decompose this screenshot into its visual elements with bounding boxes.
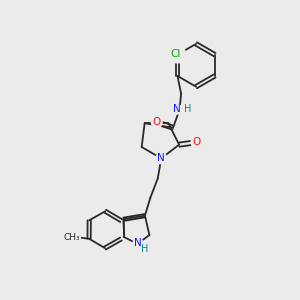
Text: N: N <box>173 104 181 114</box>
Circle shape <box>133 238 143 249</box>
Text: Cl: Cl <box>171 49 181 59</box>
Circle shape <box>152 117 162 128</box>
Text: N: N <box>134 238 142 248</box>
Circle shape <box>172 104 182 114</box>
Circle shape <box>64 229 80 246</box>
Text: O: O <box>152 117 160 128</box>
Text: O: O <box>193 137 201 147</box>
Circle shape <box>191 137 202 148</box>
Text: N: N <box>158 153 165 163</box>
Text: H: H <box>141 244 148 254</box>
Text: H: H <box>184 104 192 114</box>
Circle shape <box>169 46 186 63</box>
Text: CH₃: CH₃ <box>64 233 80 242</box>
Circle shape <box>156 153 166 164</box>
